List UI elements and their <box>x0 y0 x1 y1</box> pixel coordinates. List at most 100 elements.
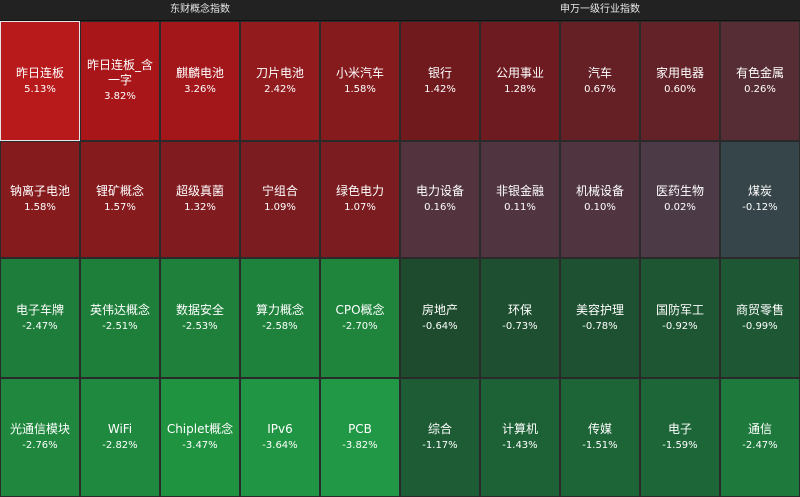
tile-change-percent: -3.47% <box>182 440 218 451</box>
heatmap-tile[interactable]: 环保 -0.73% <box>480 258 560 378</box>
tile-name: 美容护理 <box>575 302 624 317</box>
heatmap-tile[interactable]: 汽车 0.67% <box>560 21 640 141</box>
heatmap-tile[interactable]: 超级真菌 1.32% <box>160 141 240 258</box>
tile-name: CPO概念 <box>335 302 385 317</box>
heatmap-tile[interactable]: 昨日连板 5.13% <box>0 21 80 141</box>
tile-change-percent: -2.47% <box>742 440 778 451</box>
heatmap-tile[interactable]: 锂矿概念 1.57% <box>80 141 160 258</box>
heatmap-tile[interactable]: 小米汽车 1.58% <box>320 21 400 141</box>
tile-change-percent: 1.58% <box>344 83 376 95</box>
tile-change-percent: -1.17% <box>422 440 458 451</box>
tile-change-percent: 0.67% <box>584 83 616 95</box>
tile-name: 银行 <box>427 65 452 80</box>
heatmap-tile[interactable]: IPv6 -3.64% <box>240 378 320 497</box>
industry-index-grid: 银行 1.42% 公用事业 1.28% 汽车 0.67% 家用电器 0.60% 有色金属 0.26… <box>400 21 800 497</box>
tile-name: 麒麟电池 <box>175 65 224 80</box>
tile-name: 电子车牌 <box>15 302 64 317</box>
tile-name: 宁组合 <box>261 184 298 198</box>
tile-change-percent: 3.26% <box>184 83 216 95</box>
tile-change-percent: -2.82% <box>102 440 138 451</box>
tile-change-percent: 5.13% <box>24 83 56 95</box>
heatmap-tile[interactable]: 国防军工 -0.92% <box>640 258 720 378</box>
tile-change-percent: 0.16% <box>424 202 456 213</box>
heatmap-tile[interactable]: 机械设备 0.10% <box>560 141 640 258</box>
heatmap-tile[interactable]: 光通信模块 -2.76% <box>0 378 80 497</box>
tile-name: 数据安全 <box>175 302 224 317</box>
tile-change-percent: -1.43% <box>502 440 538 451</box>
tile-change-percent: -3.64% <box>262 440 298 451</box>
heatmap-tile[interactable]: CPO概念 -2.70% <box>320 258 400 378</box>
heatmap-tile[interactable]: 英伟达概念 -2.51% <box>80 258 160 378</box>
heatmap-tile[interactable]: 商贸零售 -0.99% <box>720 258 800 378</box>
tile-change-percent: 1.32% <box>184 202 216 213</box>
tile-name: 环保 <box>507 302 532 317</box>
tile-change-percent: -2.51% <box>102 320 138 332</box>
heatmap-tile[interactable]: 银行 1.42% <box>400 21 480 141</box>
tile-name: Chiplet概念 <box>166 422 234 436</box>
tile-name: PCB <box>348 422 372 436</box>
tile-name: 房地产 <box>421 302 458 317</box>
heatmap-tile[interactable]: 煤炭 -0.12% <box>720 141 800 258</box>
tile-change-percent: -1.51% <box>582 440 618 451</box>
tile-name: 商贸零售 <box>735 302 784 317</box>
tile-change-percent: 1.57% <box>104 202 136 213</box>
heatmap-tile[interactable]: 公用事业 1.28% <box>480 21 560 141</box>
tile-name: 小米汽车 <box>335 65 384 80</box>
heatmap-tile[interactable]: PCB -3.82% <box>320 378 400 497</box>
tile-change-percent: -2.70% <box>342 320 378 332</box>
heatmap-tile[interactable]: 通信 -2.47% <box>720 378 800 497</box>
tile-name: 医药生物 <box>655 184 704 198</box>
heatmap-tile[interactable]: 数据安全 -2.53% <box>160 258 240 378</box>
heatmap-tile[interactable]: 电力设备 0.16% <box>400 141 480 258</box>
heatmap-tile[interactable]: 房地产 -0.64% <box>400 258 480 378</box>
tile-change-percent: -2.58% <box>262 320 298 332</box>
heatmap-tile[interactable]: 算力概念 -2.58% <box>240 258 320 378</box>
heatmap-tile[interactable]: 家用电器 0.60% <box>640 21 720 141</box>
heatmap-tile[interactable]: 计算机 -1.43% <box>480 378 560 497</box>
tile-name: 传媒 <box>587 422 612 436</box>
heatmap-tile[interactable]: 有色金属 0.26% <box>720 21 800 141</box>
tile-change-percent: -0.73% <box>502 320 538 332</box>
heatmap-tile[interactable]: 非银金融 0.11% <box>480 141 560 258</box>
tile-change-percent: 3.82% <box>104 91 136 102</box>
heatmap-tile[interactable]: 钠离子电池 1.58% <box>0 141 80 258</box>
tile-change-percent: 0.60% <box>664 83 696 95</box>
tile-change-percent: -0.78% <box>582 320 618 332</box>
concept-index-panel: 东财概念指数 昨日连板 5.13% 昨日连板_含一字 3.82% 麒麟电池 3.26% 刀片… <box>0 4 400 497</box>
tile-name: 锂矿概念 <box>95 184 144 198</box>
heatmap-tile[interactable]: WiFi -2.82% <box>80 378 160 497</box>
tile-name: 绿色电力 <box>335 184 384 198</box>
tile-name: 综合 <box>427 422 452 436</box>
heatmap-tile[interactable]: 美容护理 -0.78% <box>560 258 640 378</box>
tile-name: 国防军工 <box>655 302 704 317</box>
heatmap-tile[interactable]: 昨日连板_含一字 3.82% <box>80 21 160 141</box>
heatmap-tile[interactable]: 医药生物 0.02% <box>640 141 720 258</box>
tile-change-percent: -0.99% <box>742 320 778 332</box>
heatmap-tile[interactable]: 麒麟电池 3.26% <box>160 21 240 141</box>
tile-name: 有色金属 <box>735 65 784 80</box>
tile-change-percent: -0.92% <box>662 320 698 332</box>
heatmap-tile[interactable]: 电子车牌 -2.47% <box>0 258 80 378</box>
industry-index-title: 申万一级行业指数 <box>400 0 800 21</box>
heatmap-tile[interactable]: 宁组合 1.09% <box>240 141 320 258</box>
tile-name: 机械设备 <box>575 184 624 198</box>
tile-change-percent: -0.12% <box>742 202 778 213</box>
heatmap-tile[interactable]: 绿色电力 1.07% <box>320 141 400 258</box>
heatmap-tile[interactable]: Chiplet概念 -3.47% <box>160 378 240 497</box>
tile-change-percent: 1.09% <box>264 202 296 213</box>
heatmap-tile[interactable]: 传媒 -1.51% <box>560 378 640 497</box>
tile-change-percent: 1.07% <box>344 202 376 213</box>
heatmap-tile[interactable]: 电子 -1.59% <box>640 378 720 497</box>
tile-name: 汽车 <box>587 65 612 80</box>
tile-change-percent: 0.11% <box>504 202 536 213</box>
tile-name: 昨日连板 <box>15 65 64 80</box>
tile-change-percent: 0.02% <box>664 202 696 213</box>
tile-name: 电子 <box>667 422 692 436</box>
heatmap-tile[interactable]: 综合 -1.17% <box>400 378 480 497</box>
tile-name: 刀片电池 <box>255 65 304 80</box>
tile-name: 计算机 <box>501 422 538 436</box>
tile-change-percent: 2.42% <box>264 83 296 95</box>
heatmap-tile[interactable]: 刀片电池 2.42% <box>240 21 320 141</box>
tile-change-percent: 1.58% <box>24 202 56 213</box>
